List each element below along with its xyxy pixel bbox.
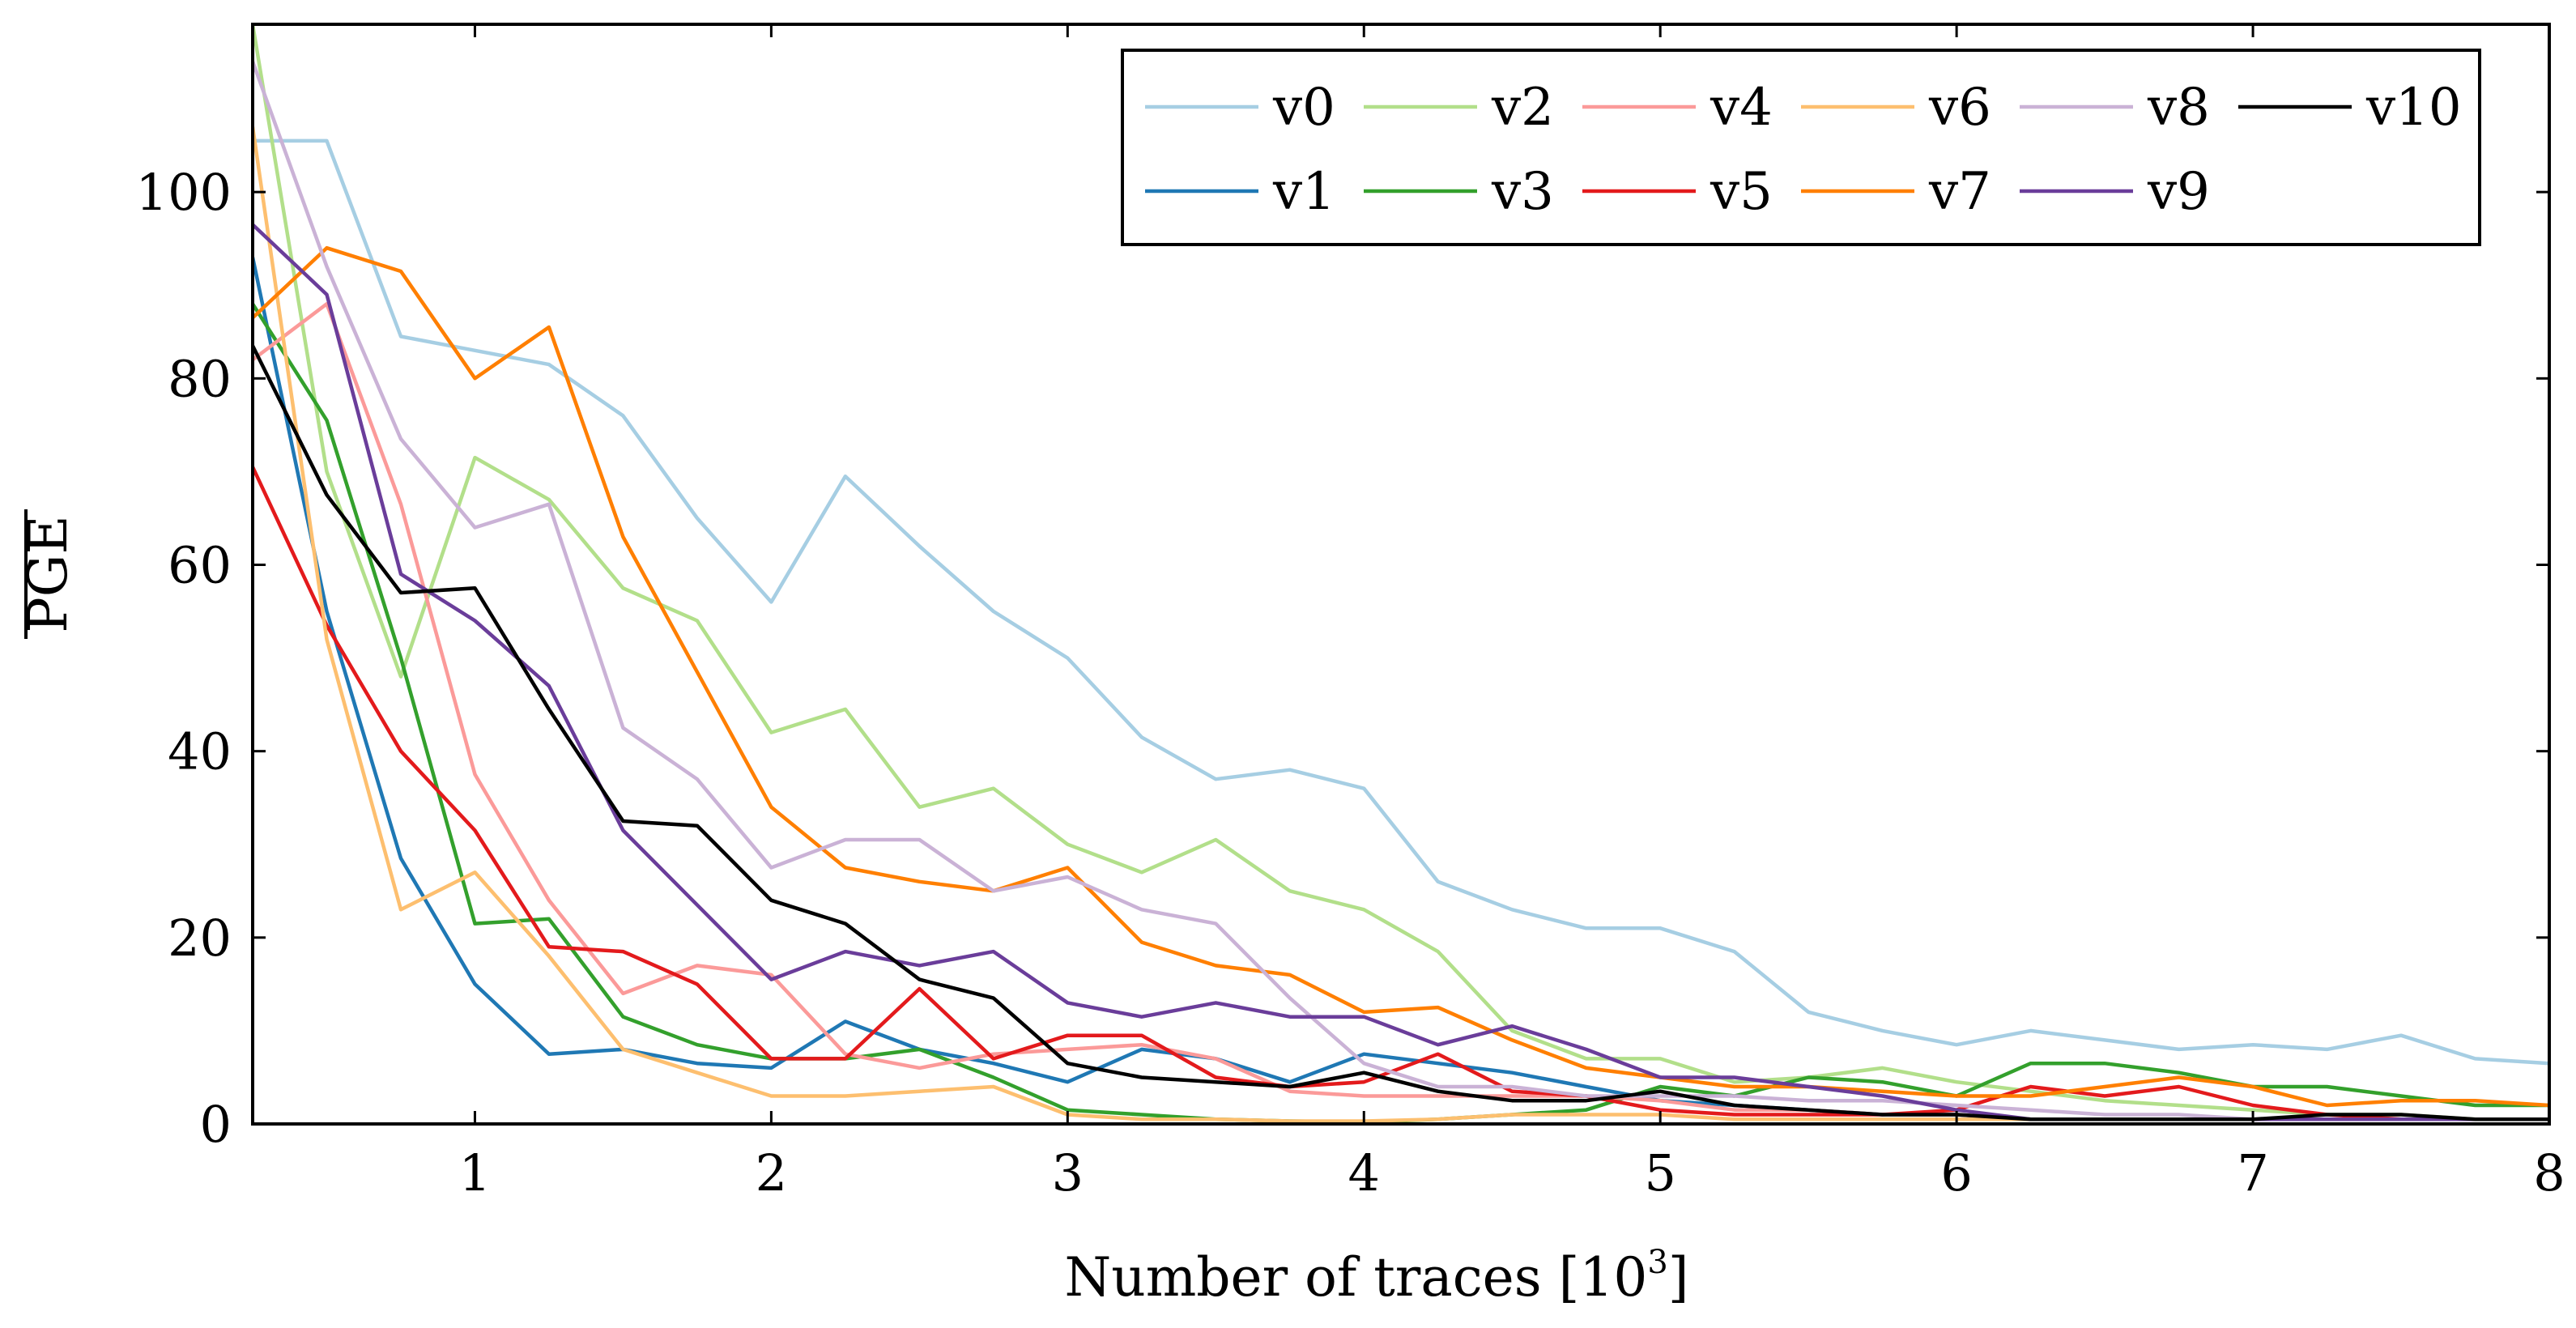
x-tick-label: 7 [2237, 1143, 2268, 1202]
legend-label-v10: v10 [2365, 78, 2462, 138]
legend-box [1121, 49, 2481, 246]
x-axis-label-superscript: 3 [1647, 1244, 1667, 1281]
series-line-v4 [253, 302, 2549, 1122]
legend-label-v1: v1 [1272, 162, 1335, 222]
x-axis-label-end: ] [1668, 1246, 1689, 1309]
series-line-v8 [253, 61, 2549, 1122]
legend-label-v3: v3 [1491, 162, 1554, 222]
legend-label-v7: v7 [1928, 162, 1991, 222]
legend: v0 v1 v2 v3 v4 v5 v6 v7 v8 v9 v10 [1121, 49, 2481, 246]
x-tick-label: 4 [1348, 1143, 1380, 1202]
legend-label-v0: v0 [1272, 78, 1335, 138]
legend-label-v8: v8 [2147, 78, 2210, 138]
x-tick-label: 2 [756, 1143, 787, 1202]
series-line-v10 [253, 344, 2549, 1122]
series-line-v0 [253, 138, 2549, 1066]
x-axis-label-main: Number of traces [10 [1064, 1246, 1647, 1309]
plot-frame [251, 23, 2551, 1126]
y-tick-label: 40 [168, 722, 232, 781]
y-tick-label: 100 [136, 163, 232, 222]
y-tick-label: 60 [168, 535, 232, 594]
x-tick-label: 1 [459, 1143, 491, 1202]
x-tick-label: 5 [1644, 1143, 1675, 1202]
y-tick-label: 0 [200, 1095, 232, 1154]
legend-label-v6: v6 [1928, 78, 1991, 138]
x-axis-label: Number of traces [103] [1064, 1244, 1688, 1309]
legend-label-v4: v4 [1710, 78, 1773, 138]
legend-label-v9: v9 [2147, 162, 2210, 222]
series-line-v1 [253, 257, 2549, 1122]
series-line-v5 [253, 466, 2549, 1122]
y-tick-label: 80 [168, 349, 232, 408]
x-tick-label: 8 [2533, 1143, 2565, 1202]
y-tick-label: 20 [168, 909, 232, 968]
x-tick-label: 3 [1052, 1143, 1084, 1202]
series-line-v2 [253, 24, 2549, 1122]
legend-label-v2: v2 [1491, 78, 1554, 138]
x-tick-label: 6 [1940, 1143, 1972, 1202]
series-line-v3 [253, 303, 2549, 1124]
legend-label-v5: v5 [1710, 162, 1773, 222]
series-layer [253, 24, 2549, 1124]
series-line-v7 [253, 245, 2549, 1108]
series-line-v6 [253, 126, 2549, 1123]
